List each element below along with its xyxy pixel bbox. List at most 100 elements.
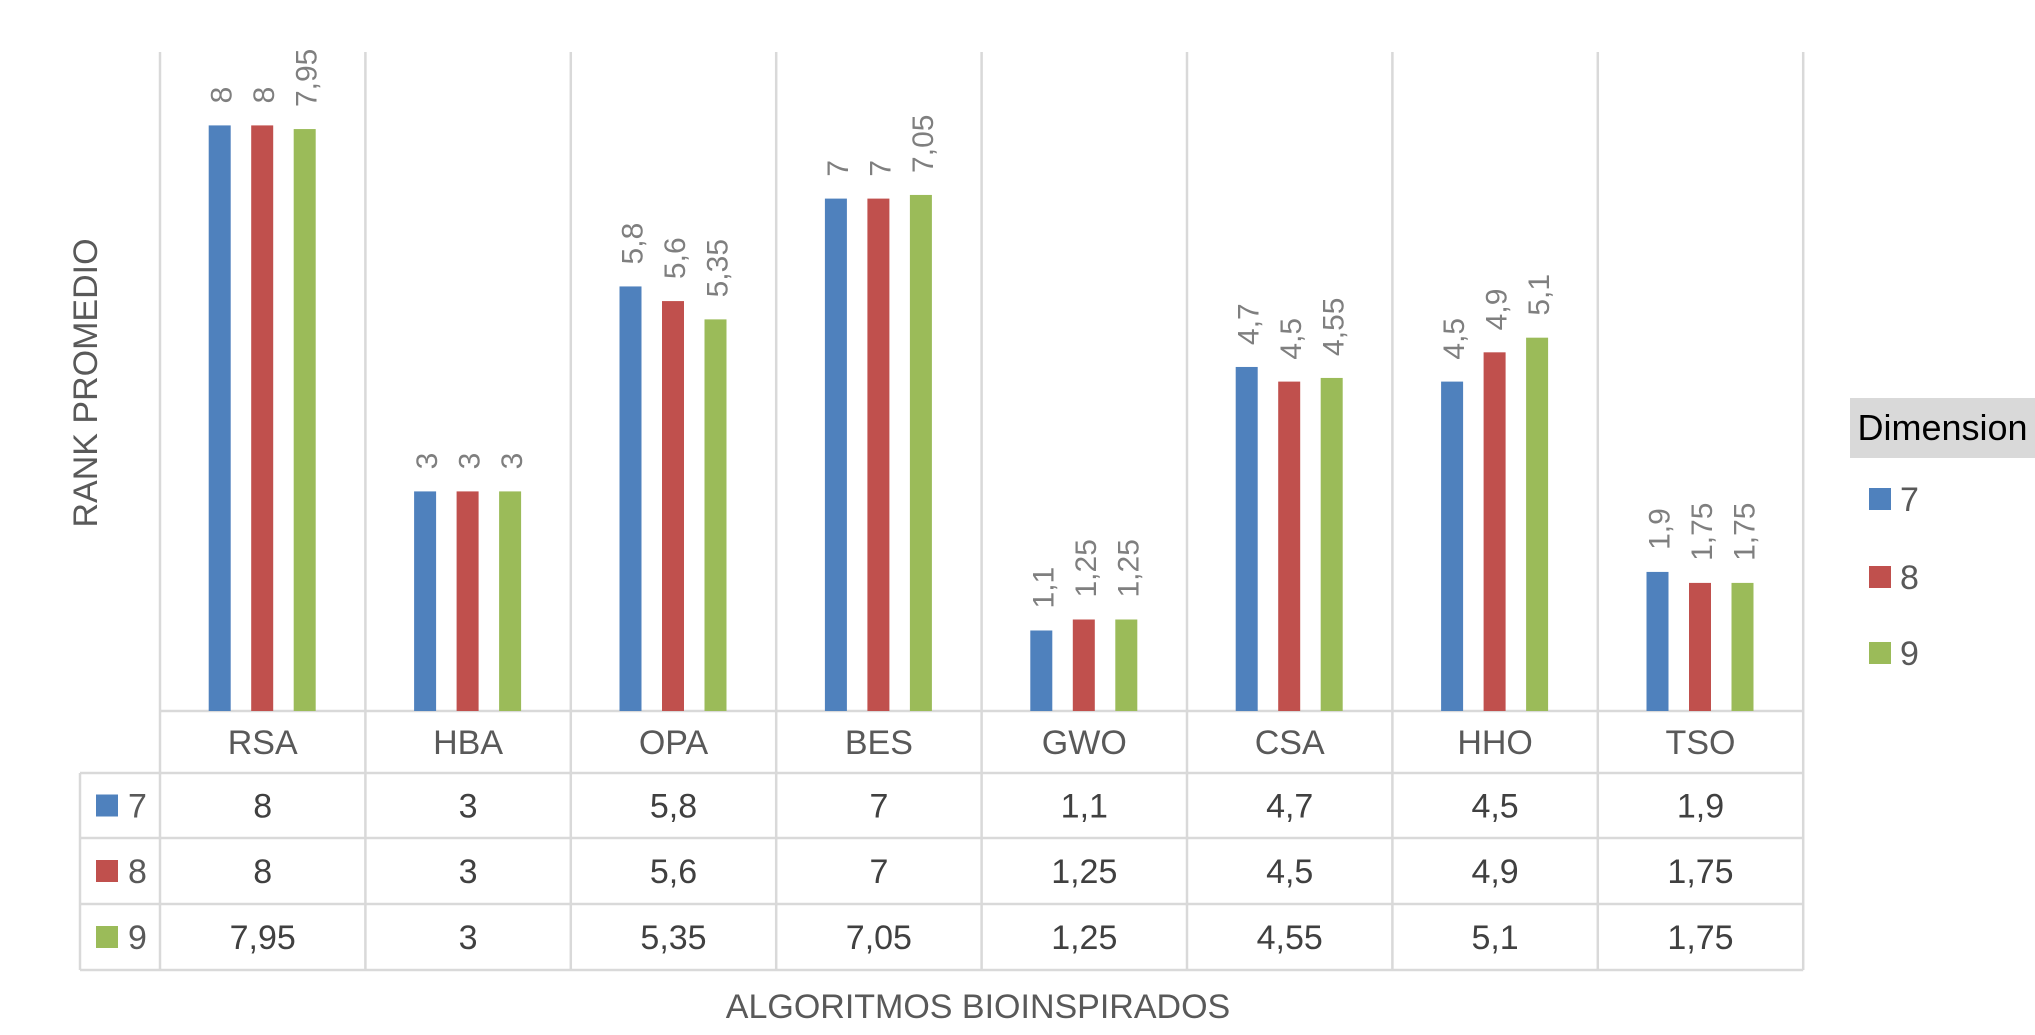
data-label: 3: [454, 453, 487, 470]
data-label: 4,5: [1438, 318, 1471, 360]
legend-key: [1869, 488, 1891, 510]
table-cell: 7: [869, 853, 888, 891]
data-label: 1,75: [1729, 503, 1762, 561]
table-cell: 3: [459, 853, 478, 891]
table-series-key: [96, 794, 118, 817]
data-label: 7,05: [907, 115, 940, 173]
table-cell: 4,5: [1471, 788, 1518, 826]
data-label: 8: [248, 87, 281, 104]
table-cell: 4,5: [1266, 853, 1313, 891]
data-label: 3: [496, 453, 529, 470]
bar: [414, 491, 437, 711]
legend-key: [1869, 642, 1891, 664]
table-series-name: 9: [128, 919, 147, 957]
table-cell: 5,8: [650, 788, 697, 826]
bar: [1320, 377, 1343, 711]
bars-group: 8 3 5,8 7 1,1 4,7 4,5 1,9 8 3 5,6 7 1,25 4,5 4,9 1,75 7,…: [206, 49, 1762, 712]
legend-entries: 7 8 9: [1869, 481, 1919, 673]
data-label: 1,25: [1112, 539, 1145, 597]
table-series-key: [96, 926, 118, 948]
data-label: 5,6: [659, 237, 692, 279]
data-label: 7: [864, 160, 897, 177]
legend-label: 9: [1900, 635, 1919, 673]
category-label: RSA: [228, 724, 298, 762]
data-label: 5,8: [617, 223, 650, 265]
category-label: HHO: [1457, 724, 1533, 762]
bar: [208, 125, 231, 711]
data-label: 4,55: [1318, 298, 1351, 356]
bar: [251, 125, 274, 711]
table-cell: 4,55: [1257, 919, 1323, 957]
table-cell: 1,25: [1051, 919, 1117, 957]
data-label: 7,95: [291, 49, 324, 107]
bar: [1030, 630, 1053, 711]
table-cell: 8: [253, 853, 272, 891]
bar: [867, 198, 890, 712]
category-label: BES: [845, 724, 913, 762]
category-label: OPA: [639, 724, 709, 762]
bar: [456, 491, 479, 711]
table-cell: 3: [459, 919, 478, 957]
data-label: 3: [411, 453, 444, 470]
data-label: 1,9: [1644, 508, 1677, 550]
table-cell: 1,75: [1667, 853, 1733, 891]
table-series-name: 7: [128, 788, 147, 826]
data-label: 4,5: [1275, 318, 1308, 360]
y-axis-label: RANK PROMEDIO: [67, 238, 105, 527]
bar: [1278, 381, 1301, 711]
data-table: RSA HBA OPA BES GWO CSA HHO TSO 7 8 3 5,8 7 1,1 4,7 4,5…: [78, 724, 1804, 972]
table-cell: 1,1: [1061, 788, 1108, 826]
category-label: TSO: [1666, 724, 1736, 762]
chart-grid: [158, 52, 1805, 970]
table-cell: 5,35: [640, 919, 706, 957]
data-label: 5,1: [1523, 274, 1556, 316]
data-label: 7: [822, 160, 855, 177]
bar: [293, 129, 316, 711]
bar: [1526, 337, 1549, 711]
table-cell: 4,7: [1266, 788, 1313, 826]
table-cell: 5,1: [1471, 919, 1518, 957]
data-label: 4,7: [1233, 303, 1266, 345]
category-label: CSA: [1255, 724, 1325, 762]
bar: [1689, 582, 1711, 711]
bar: [1646, 571, 1669, 711]
table-cell: 1,9: [1677, 788, 1724, 826]
bar: [1235, 366, 1258, 711]
bar: [1115, 619, 1138, 711]
table-cell: 5,6: [650, 853, 697, 891]
bar: [824, 198, 847, 712]
table-cell: 7: [869, 788, 888, 826]
legend-key: [1869, 566, 1891, 588]
data-label: 1,25: [1070, 539, 1103, 597]
table-cell: 8: [253, 788, 272, 826]
bar: [1441, 381, 1464, 711]
category-label: HBA: [433, 724, 503, 762]
bar: [499, 491, 522, 711]
bar: [1072, 619, 1095, 711]
bar: [619, 286, 642, 711]
bar: [1731, 582, 1754, 711]
table-cell: 3: [459, 788, 478, 826]
x-axis-label: ALGORITMOS BIOINSPIRADOS: [726, 988, 1230, 1026]
data-label: 1,75: [1686, 503, 1719, 561]
data-label: 8: [206, 87, 239, 104]
table-cell: 4,9: [1471, 853, 1518, 891]
bar: [909, 194, 932, 711]
data-label: 4,9: [1481, 289, 1514, 331]
legend-title: Dimension: [1850, 398, 2035, 458]
table-cell: 1,75: [1667, 919, 1733, 957]
category-label: GWO: [1042, 724, 1127, 762]
table-series-name: 8: [128, 853, 147, 891]
data-label: 1,1: [1027, 567, 1060, 609]
bar: [704, 319, 727, 711]
bar: [1483, 352, 1506, 711]
legend-label: 8: [1900, 559, 1919, 597]
table-cell: 1,25: [1051, 853, 1117, 891]
bar: [662, 301, 684, 711]
data-label: 5,35: [702, 239, 735, 297]
table-cell: 7,95: [230, 919, 296, 957]
table-cell: 7,05: [846, 919, 912, 957]
legend-label: 7: [1900, 481, 1919, 519]
